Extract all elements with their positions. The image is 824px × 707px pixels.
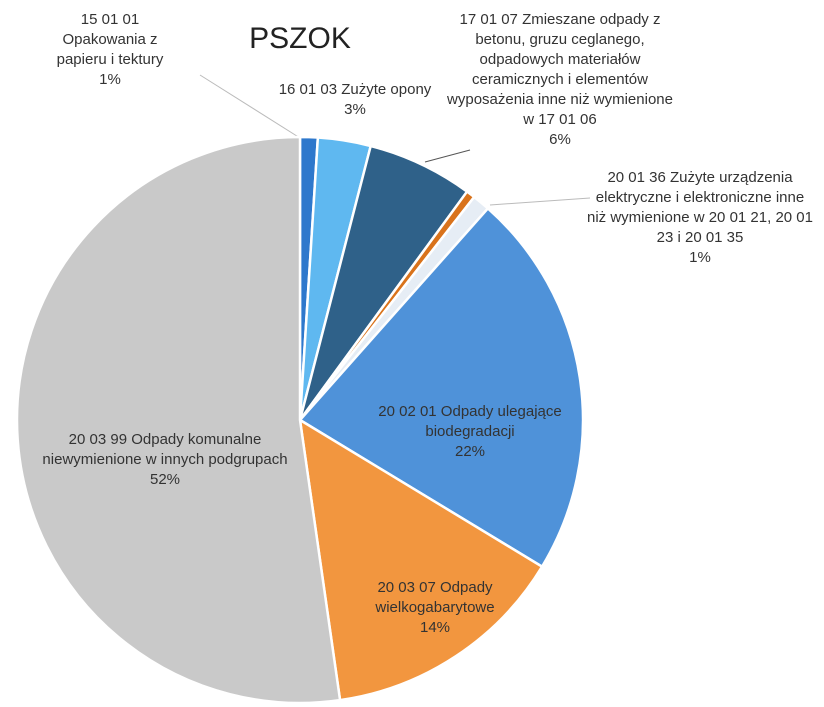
slice-value-label: 14%	[419, 619, 451, 636]
slice-value-label: 6%	[549, 131, 571, 148]
slice-value-label: 22%	[454, 443, 486, 460]
leader-line	[424, 149, 471, 163]
leader-line	[489, 197, 591, 206]
slice-label: 20 03 99 Odpady komunalne niewymienione …	[42, 431, 288, 468]
slice-label: 20 01 36 Zużyte urządzenia elektryczne i…	[587, 169, 813, 246]
pie-slice	[298, 417, 544, 702]
slice-value-label: 3%	[344, 101, 366, 118]
slice-label: 20 02 01 Odpady ulegające biodegradacji	[378, 403, 562, 440]
slice-label: 15 01 01 Opakowania z papieru i tektury	[56, 11, 164, 68]
slice-value-label: 52%	[149, 471, 181, 488]
slice-label: 16 01 03 Zużyte opony	[278, 81, 432, 98]
slice-value-label: 1%	[689, 249, 711, 266]
chart-title: PSZOK	[249, 22, 351, 55]
pie-slice	[298, 206, 585, 569]
leader-line	[199, 74, 301, 139]
pie-slice	[15, 135, 342, 705]
slice-label: 20 03 07 Odpady wielkogabarytowe	[375, 579, 495, 616]
slice-label: 17 01 07 Zmieszane odpady z betonu, gruz…	[447, 11, 673, 128]
slice-value-label: 1%	[99, 71, 121, 88]
